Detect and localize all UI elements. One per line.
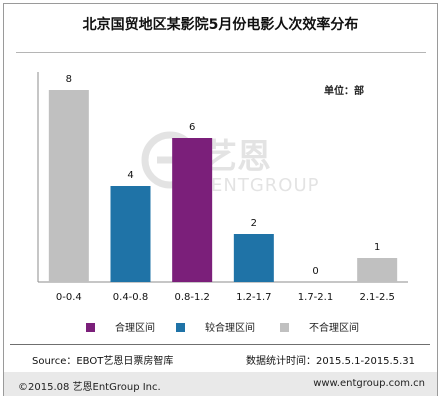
legend-label-moderate: 较合理区间: [205, 323, 255, 334]
bar-0: [48, 90, 89, 282]
x-tick-label-1: 0.4-0.8: [113, 292, 148, 303]
legend-item-moderate: 较合理区间: [176, 319, 255, 334]
legend-item-reasonable: 合理区间: [86, 319, 155, 334]
website-link[interactable]: www.entgroup.com.cn: [313, 378, 425, 389]
title-divider: [16, 52, 426, 53]
data-label-5: 1: [374, 242, 380, 253]
source-divider: [10, 344, 430, 345]
x-tick-label-2: 0.8-1.2: [174, 292, 209, 303]
stats-period: 数据统计时间：2015.5.1-2015.5.31: [245, 356, 415, 367]
source-text: Source：EBOT艺恩日票房智库: [32, 356, 174, 367]
legend-swatch-reasonable: [86, 323, 95, 332]
legend-label-unreasonable: 不合理区间: [309, 323, 359, 334]
x-tick-label-3: 1.2-1.7: [236, 292, 271, 303]
bar-5: [357, 258, 398, 282]
bar-3: [233, 234, 274, 282]
data-label-1: 4: [127, 170, 133, 181]
unit-label: 单位：部: [324, 86, 364, 97]
x-tick-label-0: 0-0.4: [56, 292, 82, 303]
legend-swatch-unreasonable: [280, 323, 289, 332]
bar-1: [110, 186, 151, 282]
legend-swatch-moderate: [176, 323, 185, 332]
chart-title: 北京国贸地区某影院5月份电影人次效率分布: [82, 17, 359, 33]
data-label-3: 2: [251, 218, 257, 229]
bar-chart: 8 0-0.4 4 0.4-0.8 6 0.8-1.2 2 1.2-1.7 0 1.7-2.1 1 2…: [37, 72, 408, 303]
legend-label-reasonable: 合理区间: [115, 323, 155, 334]
data-label-0: 8: [66, 74, 72, 85]
legend-item-unreasonable: 不合理区间: [280, 319, 359, 334]
data-label-4: 0: [312, 266, 318, 277]
copyright-text: ©2015.08 艺恩EntGroup Inc.: [18, 382, 161, 393]
bar-2: [172, 138, 213, 282]
footer-band: [4, 372, 437, 396]
x-tick-label-5: 2.1-2.5: [359, 292, 394, 303]
data-label-2: 6: [189, 122, 195, 133]
x-tick-label-4: 1.7-2.1: [298, 292, 333, 303]
